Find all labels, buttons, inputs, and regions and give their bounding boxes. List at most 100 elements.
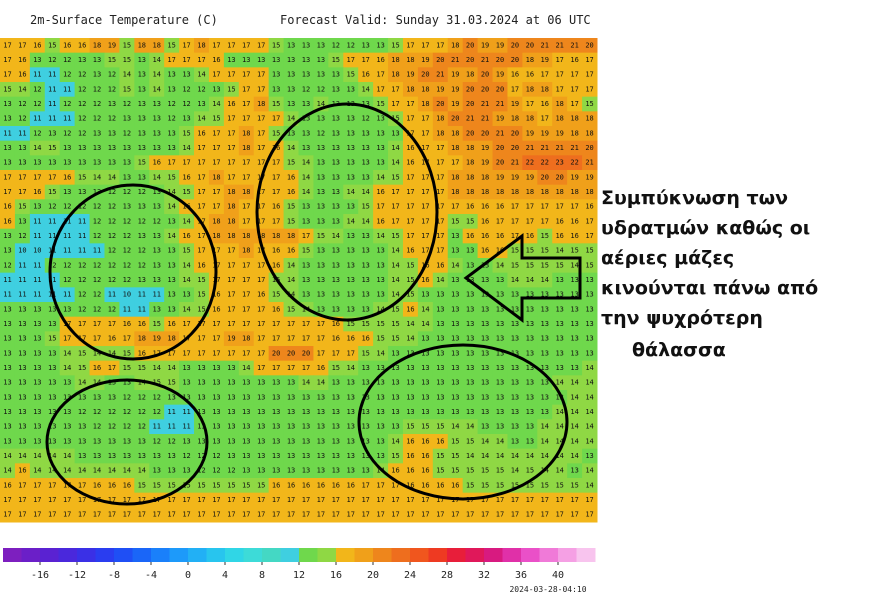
cell-bg xyxy=(522,111,538,127)
cell-value: 15 xyxy=(391,115,399,123)
cell-bg xyxy=(388,82,404,98)
cell-value: 14 xyxy=(167,232,175,240)
cell-value: 17 xyxy=(257,41,265,49)
cell-value: 13 xyxy=(138,437,146,445)
cell-value: 13 xyxy=(302,261,310,269)
cell-value: 14 xyxy=(496,437,504,445)
cell-value: 13 xyxy=(570,349,578,357)
cell-value: 13 xyxy=(526,437,534,445)
cell-value: 20 xyxy=(555,173,563,181)
cell-value: 14 xyxy=(182,305,190,313)
cell-bg xyxy=(134,67,150,83)
cell-value: 13 xyxy=(526,408,534,416)
cell-value: 13 xyxy=(585,276,593,284)
cell-value: 18 xyxy=(570,188,578,196)
cell-value: 19 xyxy=(481,159,489,167)
cell-value: 13 xyxy=(302,144,310,152)
cell-value: 18 xyxy=(242,232,250,240)
cell-value: 15 xyxy=(451,437,459,445)
cell-value: 14 xyxy=(182,217,190,225)
cell-value: 14 xyxy=(376,349,384,357)
cell-value: 17 xyxy=(227,496,235,504)
cell-bg xyxy=(238,170,255,186)
cell-value: 13 xyxy=(526,335,534,343)
cell-value: 13 xyxy=(361,41,369,49)
cell-value: 17 xyxy=(272,115,280,123)
cell-value: 11 xyxy=(18,291,26,299)
cell-value: 16 xyxy=(78,41,86,49)
cell-bg xyxy=(552,38,568,54)
cell-value: 15 xyxy=(585,247,593,255)
cell-value: 12 xyxy=(108,71,116,79)
cell-value: 15 xyxy=(436,423,444,431)
cell-value: 17 xyxy=(242,71,250,79)
cell-bg xyxy=(567,155,583,171)
cell-value: 12 xyxy=(317,85,325,93)
colorbar-swatch xyxy=(484,548,503,562)
cell-value: 17 xyxy=(511,511,519,519)
cell-value: 16 xyxy=(138,320,146,328)
cell-value: 12 xyxy=(197,85,205,93)
cell-value: 13 xyxy=(48,379,56,387)
cell-value: 15 xyxy=(451,452,459,460)
cell-value: 13 xyxy=(167,305,175,313)
cell-value: 17 xyxy=(570,203,578,211)
cell-value: 16 xyxy=(541,100,549,108)
cell-value: 13 xyxy=(78,393,86,401)
cell-value: 16 xyxy=(496,203,504,211)
cell-value: 16 xyxy=(481,247,489,255)
cell-bg xyxy=(104,52,120,68)
cell-bg xyxy=(402,52,419,68)
cell-value: 13 xyxy=(78,159,86,167)
cell-bg xyxy=(29,111,46,127)
cell-value: 19 xyxy=(511,100,519,108)
cell-bg xyxy=(179,38,195,54)
cell-value: 13 xyxy=(302,115,310,123)
cell-value: 13 xyxy=(317,452,325,460)
cell-value: 13 xyxy=(555,335,563,343)
cell-value: 11 xyxy=(18,276,26,284)
cell-value: 13 xyxy=(257,56,265,64)
cell-value: 13 xyxy=(496,379,504,387)
cell-bg xyxy=(194,140,210,156)
cell-bg xyxy=(149,38,165,54)
cell-bg xyxy=(432,38,449,54)
cell-bg xyxy=(253,111,270,127)
cell-value: 15 xyxy=(585,100,593,108)
cell-value: 17 xyxy=(257,335,265,343)
cell-value: 13 xyxy=(272,437,280,445)
cell-bg xyxy=(14,126,31,142)
cell-bg xyxy=(223,184,240,200)
cell-value: 13 xyxy=(48,349,56,357)
cell-value: 13 xyxy=(302,56,310,64)
cell-value: 13 xyxy=(3,437,11,445)
cell-value: 13 xyxy=(436,291,444,299)
cell-bg xyxy=(59,155,76,171)
cell-value: 17 xyxy=(212,496,220,504)
cell-value: 17 xyxy=(541,496,549,504)
cell-value: 13 xyxy=(167,452,175,460)
cell-value: 17 xyxy=(302,335,310,343)
cell-value: 12 xyxy=(33,100,41,108)
cell-value: 16 xyxy=(406,247,414,255)
colorbar-swatch xyxy=(428,548,448,562)
cell-value: 13 xyxy=(332,261,340,269)
cell-value: 14 xyxy=(138,467,146,475)
cell-value: 12 xyxy=(18,232,26,240)
cell-bg xyxy=(507,140,523,156)
cell-value: 14 xyxy=(197,115,205,123)
cell-value: 14 xyxy=(302,159,310,167)
cell-bg xyxy=(44,38,61,54)
cell-bg xyxy=(14,82,31,98)
cell-value: 17 xyxy=(242,203,250,211)
cell-value: 17 xyxy=(197,349,205,357)
cell-value: 13 xyxy=(332,115,340,123)
cell-value: 12 xyxy=(167,100,175,108)
cell-value: 17 xyxy=(287,511,295,519)
cell-bg xyxy=(388,96,404,112)
cell-value: 15 xyxy=(541,247,549,255)
cell-value: 13 xyxy=(481,276,489,284)
cell-value: 13 xyxy=(496,335,504,343)
cell-bg xyxy=(522,38,538,54)
cell-value: 12 xyxy=(78,291,86,299)
